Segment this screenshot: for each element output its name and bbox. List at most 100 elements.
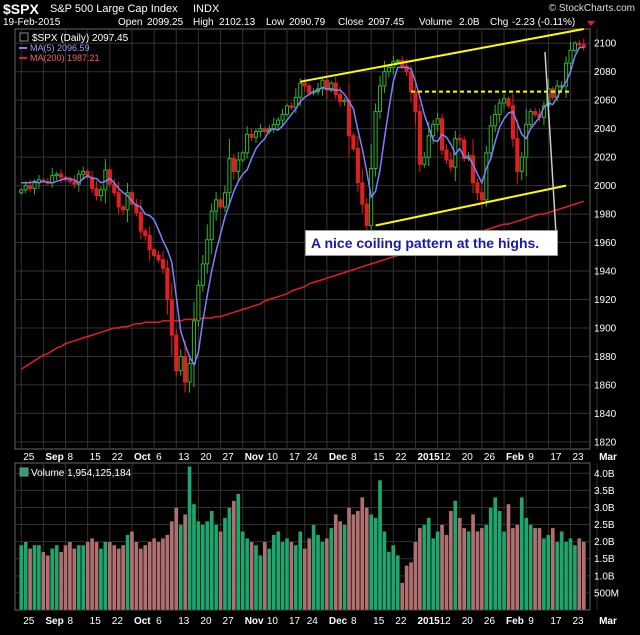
volume-bar bbox=[302, 548, 307, 611]
candle-body bbox=[568, 49, 573, 64]
candle bbox=[165, 259, 170, 315]
volume-bar bbox=[240, 531, 245, 611]
volume-bar bbox=[58, 551, 64, 611]
volume-tick-label: 3.0B bbox=[594, 503, 615, 514]
candle-body bbox=[227, 158, 232, 194]
volume-bar bbox=[577, 538, 582, 611]
high-value: 2102.13 bbox=[219, 17, 256, 28]
candle-body bbox=[214, 199, 219, 212]
callout-pointer bbox=[544, 51, 558, 251]
date-tick-label: 20 bbox=[462, 616, 474, 627]
volume-tick-label: 3.5B bbox=[594, 486, 615, 497]
date-tick-label: Dec bbox=[329, 616, 348, 627]
candle bbox=[245, 126, 250, 159]
candle-body bbox=[470, 155, 476, 184]
volume-bar bbox=[550, 527, 555, 611]
candle bbox=[214, 191, 219, 221]
volume-bar bbox=[116, 548, 121, 611]
candle bbox=[76, 170, 81, 192]
candle-body bbox=[121, 206, 126, 211]
candle bbox=[568, 41, 573, 74]
date-tick-label: 15 bbox=[373, 452, 385, 463]
price-tick-label: 1920 bbox=[594, 295, 617, 306]
candle-body bbox=[519, 156, 524, 172]
trendline bbox=[375, 184, 567, 227]
date-tick-label: 20 bbox=[200, 452, 212, 463]
volume-bar bbox=[422, 524, 427, 611]
close-label: Close bbox=[338, 17, 364, 28]
candle bbox=[488, 115, 493, 161]
candle-body bbox=[338, 93, 343, 103]
ma5-line bbox=[21, 46, 584, 367]
candle-body bbox=[28, 185, 33, 189]
volume-value: 2.0B bbox=[459, 17, 480, 28]
candle bbox=[28, 179, 33, 193]
date-tick-label: 17 bbox=[550, 452, 562, 463]
annotation-callout: A nice coiling pattern at the highs. bbox=[305, 230, 558, 256]
volume-bar bbox=[45, 555, 50, 611]
price-tick-label: 1940 bbox=[594, 267, 617, 278]
legend-ma200: MA(200) 1987.21 bbox=[30, 53, 100, 63]
volume-bar bbox=[351, 514, 356, 611]
date-tick-label: 24 bbox=[307, 452, 319, 463]
volume-bar bbox=[244, 538, 250, 611]
low-value: 2090.79 bbox=[289, 17, 326, 28]
candle-body bbox=[289, 105, 294, 108]
candle-body bbox=[112, 183, 117, 194]
candle-body bbox=[262, 128, 267, 133]
volume-tick-label: 2.0B bbox=[594, 537, 615, 548]
volume-bar bbox=[213, 524, 219, 611]
candle bbox=[444, 144, 449, 165]
candle-body bbox=[484, 152, 489, 201]
index-name: S&P 500 Large Cap Index bbox=[50, 3, 178, 15]
candle bbox=[143, 228, 148, 241]
candle bbox=[209, 203, 214, 254]
volume-bar bbox=[169, 520, 174, 611]
candle-body bbox=[298, 82, 303, 98]
candle-body bbox=[249, 133, 254, 138]
candle-body bbox=[134, 203, 139, 214]
volume-bar bbox=[435, 531, 440, 611]
volume-bar bbox=[284, 538, 290, 611]
volume-bar bbox=[400, 582, 405, 611]
candle bbox=[550, 86, 555, 100]
volume-tick-label: 4.0B bbox=[594, 469, 615, 480]
date-tick-label: 25 bbox=[23, 452, 35, 463]
candle bbox=[134, 198, 139, 217]
candle bbox=[333, 76, 338, 99]
candle-body bbox=[284, 105, 290, 115]
candle bbox=[493, 104, 498, 132]
candle-body bbox=[276, 119, 281, 125]
date-tick-label: Mar bbox=[599, 616, 617, 627]
volume-bar bbox=[559, 531, 564, 611]
volume-bar bbox=[506, 503, 511, 611]
candle-body bbox=[382, 71, 387, 87]
volume-bar bbox=[408, 561, 414, 611]
candle-body bbox=[209, 210, 214, 241]
candle-body bbox=[457, 138, 462, 141]
candle-body bbox=[408, 71, 414, 93]
price-tick-label: 2060 bbox=[594, 96, 617, 107]
volume-bar bbox=[395, 555, 400, 611]
volume-bar bbox=[320, 541, 325, 611]
date-tick-label: Sep bbox=[45, 616, 63, 627]
price-tick-label: 1860 bbox=[594, 380, 617, 391]
volume-bar bbox=[218, 531, 223, 611]
candle bbox=[90, 170, 95, 193]
volume-tick-label: 500M bbox=[594, 588, 619, 599]
date-tick-label: 23 bbox=[572, 452, 584, 463]
volume-bar bbox=[355, 510, 361, 611]
candle-body bbox=[160, 259, 166, 269]
volume-bar bbox=[382, 531, 387, 611]
volume-bar bbox=[98, 548, 104, 611]
date-tick-label: 15 bbox=[90, 452, 102, 463]
volume-bar bbox=[439, 524, 445, 611]
price-tick-label: 1960 bbox=[594, 238, 617, 249]
volume-bar bbox=[377, 479, 383, 611]
candle-body bbox=[373, 111, 378, 170]
volume-bar bbox=[138, 548, 143, 611]
date-tick-label: Feb bbox=[506, 616, 524, 627]
volume-bar bbox=[342, 524, 347, 611]
price-tick-label: 2080 bbox=[594, 67, 617, 78]
